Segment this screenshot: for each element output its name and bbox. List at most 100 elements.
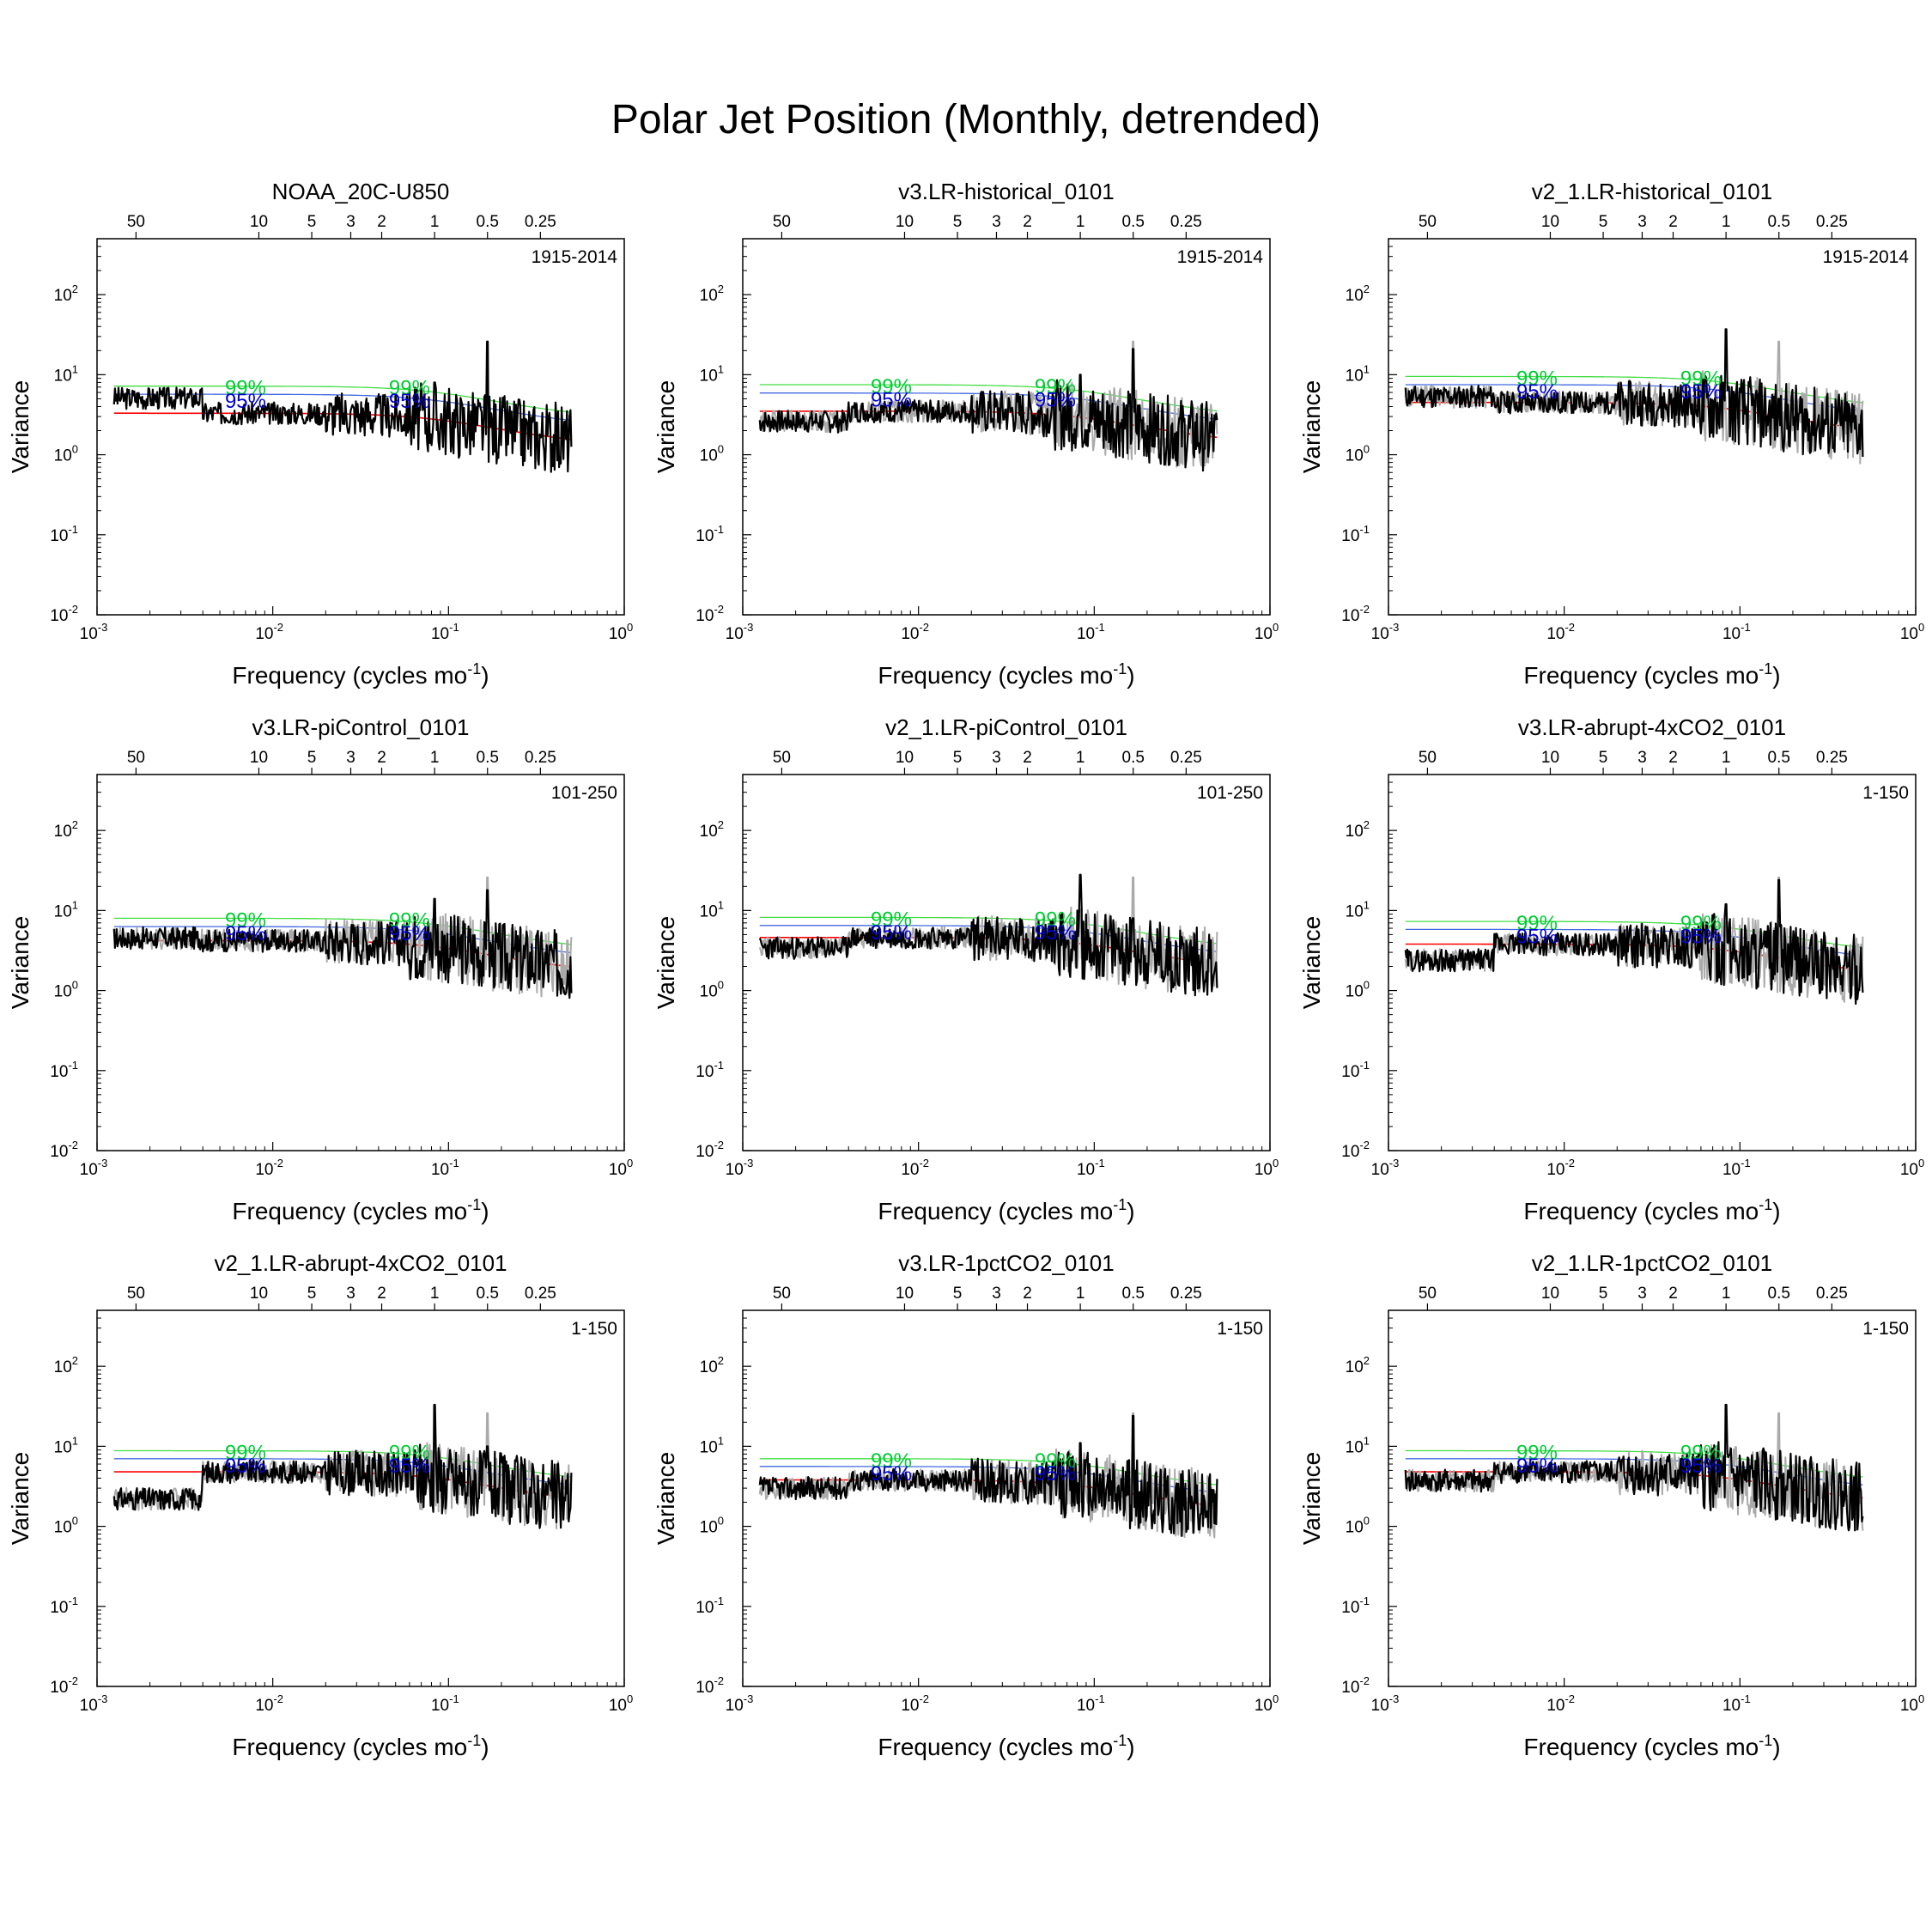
plot-frame bbox=[742, 238, 1271, 616]
x-tick-exponent: 0 bbox=[1273, 621, 1279, 634]
x-axis-title: Frequency (cycles mo-1) bbox=[232, 660, 489, 689]
y-tick-exponent: 0 bbox=[72, 979, 78, 992]
top-tick-label: 2 bbox=[377, 749, 386, 767]
x-tick-exponent: 0 bbox=[1918, 621, 1924, 634]
x-tick-label: 10-2 bbox=[255, 621, 283, 643]
ci99-curve bbox=[759, 384, 1218, 412]
x-tick-label: 10-3 bbox=[80, 1692, 108, 1715]
y-axis-title: Variance bbox=[7, 380, 33, 473]
x-axis-title-close: ) bbox=[1127, 662, 1134, 689]
x-tick-exponent: -1 bbox=[449, 1157, 459, 1170]
ci95-label: 95% bbox=[225, 922, 266, 945]
top-tick-label: 5 bbox=[1599, 749, 1608, 767]
y-tick-label: 10-1 bbox=[50, 523, 78, 545]
top-tick-label: 10 bbox=[896, 749, 914, 767]
ci95-label: 95% bbox=[871, 921, 912, 945]
y-tick-label: 10-1 bbox=[696, 1595, 724, 1617]
x-axis-title-exponent: -1 bbox=[1113, 1732, 1127, 1749]
y-tick-exponent: 0 bbox=[1364, 979, 1370, 992]
ci99-label: 99% bbox=[1680, 912, 1722, 935]
top-tick-label: 3 bbox=[992, 749, 1001, 767]
y-tick-label: 10-1 bbox=[696, 1059, 724, 1081]
top-tick-label: 0.25 bbox=[1816, 213, 1848, 231]
x-axis-title-exponent: -1 bbox=[1759, 1732, 1772, 1749]
y-tick-exponent: 1 bbox=[1364, 1434, 1370, 1447]
y-tick-label: 102 bbox=[54, 1354, 78, 1376]
y-tick-exponent: 1 bbox=[718, 1434, 724, 1447]
ci95-label: 95% bbox=[1035, 389, 1076, 412]
top-tick-label: 0.25 bbox=[525, 749, 556, 767]
top-tick-label: 0.25 bbox=[1170, 213, 1202, 231]
period-label: 1-150 bbox=[1862, 783, 1909, 803]
ci95-label: 95% bbox=[389, 390, 430, 413]
ci99-curve bbox=[113, 386, 572, 413]
top-tick-label: 1 bbox=[1076, 749, 1085, 767]
ci95-label: 95% bbox=[1516, 1455, 1558, 1478]
x-axis-title-close: ) bbox=[481, 1198, 489, 1224]
x-tick-label: 10-3 bbox=[1371, 1157, 1400, 1179]
x-tick-exponent: -1 bbox=[449, 621, 459, 634]
y-tick-label: 100 bbox=[54, 1515, 78, 1537]
ci95-label: 95% bbox=[1680, 1455, 1722, 1478]
y-tick-label: 10-1 bbox=[696, 523, 724, 545]
x-tick-label: 10-2 bbox=[255, 1692, 283, 1715]
y-tick-exponent: 1 bbox=[72, 1434, 78, 1447]
top-tick-label: 50 bbox=[1419, 213, 1437, 231]
y-tick-exponent: 0 bbox=[1364, 1515, 1370, 1528]
x-tick-exponent: -2 bbox=[919, 621, 929, 634]
period-label: 101-250 bbox=[1197, 783, 1263, 803]
y-tick-exponent: -2 bbox=[68, 1139, 78, 1151]
top-tick-label: 1 bbox=[430, 749, 440, 767]
x-tick-label: 100 bbox=[1255, 621, 1279, 643]
period-label: 101-250 bbox=[551, 783, 617, 803]
x-tick-label: 100 bbox=[1900, 1692, 1924, 1715]
y-tick-label: 102 bbox=[1346, 283, 1370, 305]
x-axis-title: Frequency (cycles mo-1) bbox=[1523, 1196, 1780, 1224]
top-tick-label: 2 bbox=[1023, 749, 1032, 767]
x-tick-label: 10-3 bbox=[1371, 621, 1400, 643]
x-axis-title-close: ) bbox=[1772, 1198, 1780, 1224]
y-tick-label: 102 bbox=[54, 283, 78, 305]
top-tick-label: 50 bbox=[1419, 1285, 1437, 1303]
top-tick-label: 1 bbox=[430, 213, 440, 231]
x-tick-exponent: -2 bbox=[1564, 1692, 1575, 1705]
top-tick-label: 0.5 bbox=[1122, 1285, 1145, 1303]
y-tick-label: 10-2 bbox=[50, 603, 78, 625]
top-tick-label: 10 bbox=[250, 1285, 268, 1303]
y-tick-exponent: 0 bbox=[718, 979, 724, 992]
y-tick-label: 10-2 bbox=[696, 1674, 724, 1697]
top-tick-label: 5 bbox=[1599, 1285, 1608, 1303]
top-tick-label: 3 bbox=[1637, 213, 1647, 231]
top-tick-label: 1 bbox=[1722, 749, 1731, 767]
x-tick-label: 10-1 bbox=[431, 1157, 459, 1179]
y-tick-exponent: -1 bbox=[68, 1595, 78, 1607]
ci95-label: 95% bbox=[389, 922, 430, 945]
ci99-label: 99% bbox=[871, 1449, 912, 1473]
x-tick-label: 10-1 bbox=[431, 1692, 459, 1715]
top-tick-label: 0.5 bbox=[1768, 749, 1790, 767]
period-label: 1915-2014 bbox=[1177, 247, 1264, 267]
spectrum-line bbox=[112, 1403, 573, 1529]
y-tick-exponent: -2 bbox=[68, 1674, 78, 1687]
x-tick-exponent: -3 bbox=[744, 1692, 754, 1705]
x-tick-exponent: -1 bbox=[1095, 1157, 1105, 1170]
period-label: 1-150 bbox=[1862, 1319, 1909, 1339]
x-tick-label: 10-1 bbox=[1722, 1692, 1751, 1715]
y-tick-exponent: 0 bbox=[718, 443, 724, 456]
ci99-label: 99% bbox=[1035, 375, 1076, 398]
y-tick-exponent: 2 bbox=[1364, 283, 1370, 295]
y-tick-label: 100 bbox=[1346, 979, 1370, 1001]
y-tick-exponent: -1 bbox=[714, 523, 724, 536]
top-tick-label: 50 bbox=[127, 749, 145, 767]
y-tick-label: 102 bbox=[1346, 1354, 1370, 1376]
x-tick-label: 100 bbox=[609, 1157, 633, 1179]
y-tick-exponent: -1 bbox=[1359, 1059, 1370, 1072]
y-tick-exponent: 0 bbox=[72, 443, 78, 456]
top-tick-label: 0.25 bbox=[525, 1285, 556, 1303]
top-tick-label: 5 bbox=[1599, 213, 1608, 231]
x-tick-exponent: -1 bbox=[1095, 621, 1105, 634]
top-tick-label: 2 bbox=[377, 1285, 386, 1303]
